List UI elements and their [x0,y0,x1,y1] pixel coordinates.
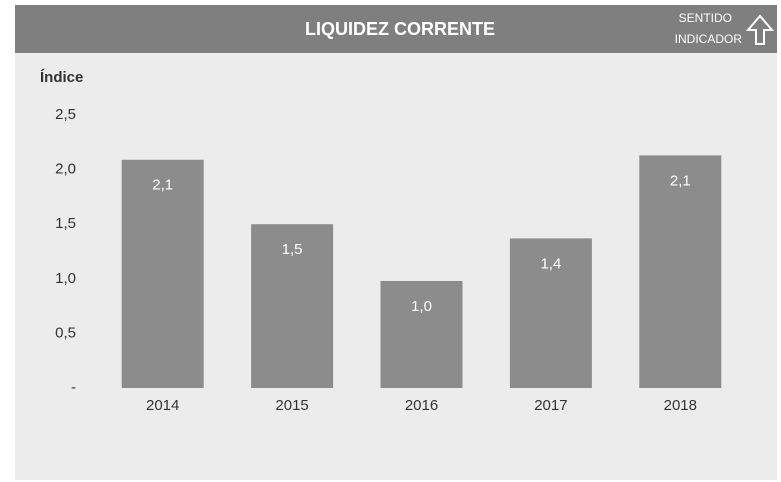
y-tick-label: 0,5 [55,324,76,341]
bar [251,224,334,388]
bar [380,280,463,388]
up-arrow-icon [745,14,775,45]
header-bar [15,5,777,53]
x-tick-label: 2018 [664,397,697,414]
y-tick-label: 2,0 [55,161,76,178]
data-label: 1,0 [411,298,432,315]
chart-title: LIQUIDEZ CORRENTE [305,19,495,39]
y-tick-label: - [71,379,76,396]
y-tick-label: 2,5 [55,106,76,123]
data-label: 1,5 [282,241,303,258]
bar [639,155,722,388]
y-tick-label: 1,0 [55,270,76,287]
bar [509,238,592,388]
data-label: 2,1 [670,172,691,189]
data-label: 2,1 [152,177,173,194]
x-tick-label: 2014 [146,397,179,414]
bar [121,159,204,388]
indicator-label: INDICADOR [675,32,743,46]
y-axis-title: Índice [40,69,83,86]
data-label: 1,4 [540,255,561,272]
indicator-label: SENTIDO [679,11,732,25]
x-tick-label: 2015 [275,397,308,414]
x-tick-label: 2016 [405,397,438,414]
y-tick-label: 1,5 [55,215,76,232]
x-tick-label: 2017 [534,397,567,414]
